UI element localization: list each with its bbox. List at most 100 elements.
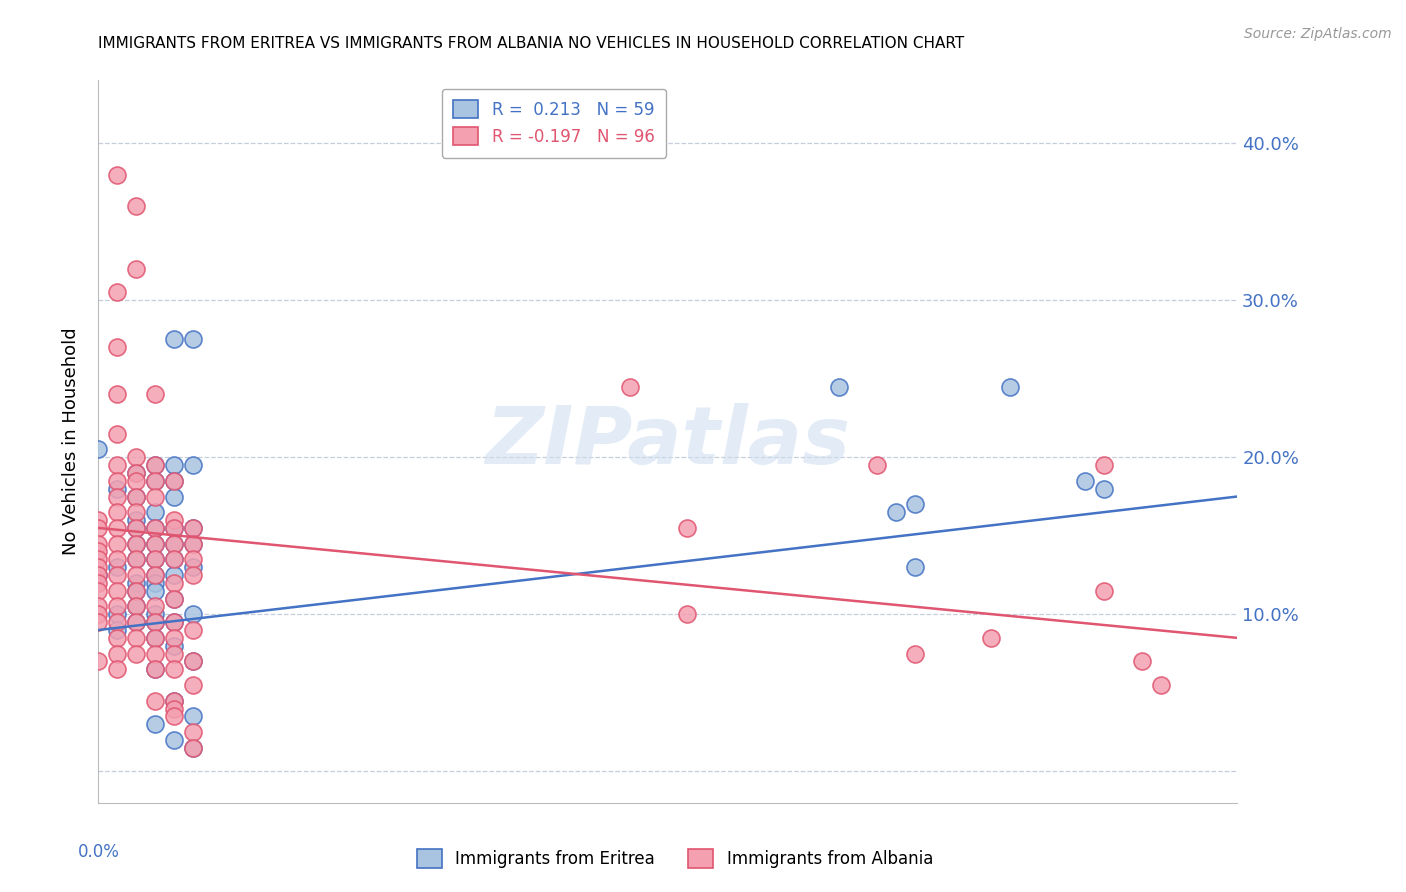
Text: Source: ZipAtlas.com: Source: ZipAtlas.com: [1244, 27, 1392, 41]
Point: [163, 333, 186, 347]
Point: [87, 521, 110, 535]
Point: [1074, 474, 1097, 488]
Point: [145, 521, 167, 535]
Point: [107, 426, 129, 441]
Point: [183, 740, 205, 755]
Point: [183, 740, 205, 755]
Point: [828, 379, 851, 393]
Point: [125, 615, 148, 630]
Point: [107, 599, 129, 614]
Point: [183, 552, 205, 566]
Point: [998, 379, 1021, 393]
Point: [183, 655, 205, 669]
Point: [145, 662, 167, 676]
Point: [183, 458, 205, 472]
Point: [163, 733, 186, 747]
Point: [163, 709, 186, 723]
Point: [107, 560, 129, 574]
Point: [125, 536, 148, 550]
Point: [163, 694, 186, 708]
Point: [163, 639, 186, 653]
Point: [125, 521, 148, 535]
Point: [163, 694, 186, 708]
Point: [163, 490, 186, 504]
Point: [145, 474, 167, 488]
Point: [980, 631, 1002, 645]
Point: [107, 285, 129, 300]
Point: [163, 647, 186, 661]
Point: [163, 521, 186, 535]
Point: [107, 340, 129, 354]
Point: [145, 599, 167, 614]
Point: [183, 333, 205, 347]
Point: [87, 568, 110, 582]
Point: [87, 615, 110, 630]
Point: [145, 568, 167, 582]
Point: [87, 583, 110, 598]
Point: [145, 505, 167, 519]
Point: [125, 490, 148, 504]
Point: [125, 536, 148, 550]
Point: [163, 536, 186, 550]
Point: [904, 497, 927, 511]
Point: [87, 599, 110, 614]
Point: [145, 568, 167, 582]
Point: [145, 387, 167, 401]
Point: [163, 631, 186, 645]
Point: [163, 458, 186, 472]
Point: [145, 694, 167, 708]
Point: [163, 615, 186, 630]
Point: [87, 607, 110, 622]
Point: [183, 536, 205, 550]
Y-axis label: No Vehicles in Household: No Vehicles in Household: [62, 327, 80, 556]
Point: [107, 631, 129, 645]
Point: [87, 560, 110, 574]
Point: [183, 725, 205, 739]
Point: [107, 474, 129, 488]
Point: [163, 591, 186, 606]
Point: [145, 631, 167, 645]
Point: [163, 474, 186, 488]
Point: [107, 623, 129, 637]
Point: [163, 521, 186, 535]
Point: [87, 544, 110, 558]
Point: [145, 583, 167, 598]
Point: [87, 568, 110, 582]
Point: [1094, 583, 1116, 598]
Point: [163, 591, 186, 606]
Point: [1094, 482, 1116, 496]
Point: [125, 568, 148, 582]
Point: [163, 552, 186, 566]
Point: [125, 199, 148, 213]
Point: [183, 709, 205, 723]
Text: ZIPatlas: ZIPatlas: [485, 402, 851, 481]
Point: [125, 599, 148, 614]
Point: [183, 607, 205, 622]
Point: [1132, 655, 1154, 669]
Point: [145, 490, 167, 504]
Point: [107, 607, 129, 622]
Point: [125, 647, 148, 661]
Point: [145, 458, 167, 472]
Point: [145, 615, 167, 630]
Point: [125, 261, 148, 276]
Point: [163, 536, 186, 550]
Text: 0.0%: 0.0%: [77, 843, 120, 861]
Text: IMMIGRANTS FROM ERITREA VS IMMIGRANTS FROM ALBANIA NO VEHICLES IN HOUSEHOLD CORR: IMMIGRANTS FROM ERITREA VS IMMIGRANTS FR…: [98, 36, 965, 51]
Point: [183, 536, 205, 550]
Point: [125, 552, 148, 566]
Point: [163, 701, 186, 715]
Point: [125, 474, 148, 488]
Point: [866, 458, 889, 472]
Point: [183, 655, 205, 669]
Point: [107, 505, 129, 519]
Point: [183, 678, 205, 692]
Point: [676, 521, 699, 535]
Point: [107, 615, 129, 630]
Point: [107, 168, 129, 182]
Point: [107, 536, 129, 550]
Point: [125, 552, 148, 566]
Point: [87, 536, 110, 550]
Point: [145, 575, 167, 590]
Point: [904, 560, 927, 574]
